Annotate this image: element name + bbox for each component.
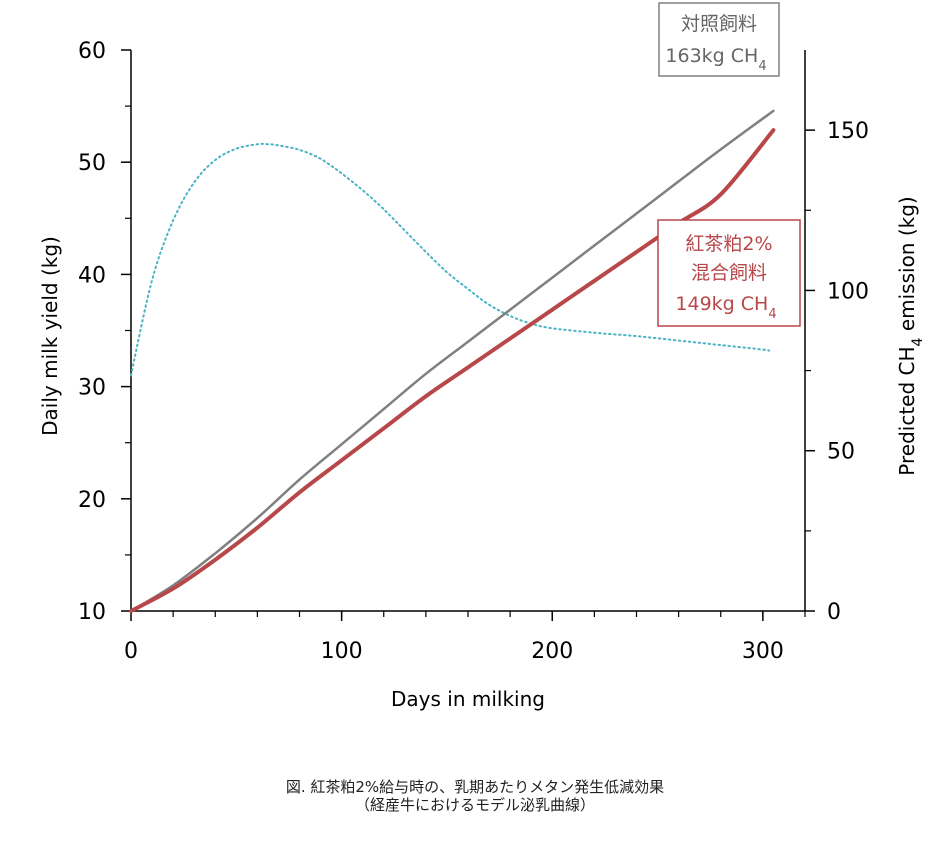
x-tick-label: 0 <box>124 639 138 664</box>
annotation-control-sub: 4 <box>758 59 766 74</box>
annotation-tea-sub: 4 <box>768 307 776 322</box>
y-left-tick-labels: 10 20 30 40 50 60 <box>78 39 106 625</box>
annotation-control-value: 163kg CH <box>665 45 758 67</box>
y-right-tick-label: 50 <box>827 440 855 465</box>
y-left-tick-label: 10 <box>78 600 106 625</box>
series-line-tea-2pct <box>129 128 776 613</box>
y-right-title-prefix: Predicted CH <box>895 346 919 475</box>
series-line-milk-yield <box>130 142 771 377</box>
annotation-control-line2: 163kg CH4 <box>665 45 766 74</box>
x-tick-label: 300 <box>742 639 784 664</box>
y-right-axis-title: Predicted CH4 emission (kg) <box>895 196 926 475</box>
y-right-title-sub: 4 <box>910 337 926 346</box>
y-right-tick-labels: 0 50 100 150 <box>827 119 869 625</box>
annotation-control: 対照飼料 163kg CH4 <box>658 2 780 77</box>
annotation-tea-line3: 149kg CH4 <box>675 293 776 322</box>
y-right-tick-label: 150 <box>827 119 869 144</box>
caption-line-1: 図. 紅茶粕2%給与時の、乳期あたりメタン発生低減効果 <box>285 778 665 796</box>
x-tick-label: 100 <box>321 639 363 664</box>
annotation-control-box <box>658 2 780 77</box>
annotation-tea-line1: 紅茶粕2% <box>685 233 772 255</box>
x-tick-labels: 0 100 200 300 <box>124 639 784 664</box>
x-axis-title: Days in milking <box>391 687 545 711</box>
major-ticks <box>121 49 815 621</box>
annotation-tea-value: 149kg CH <box>675 293 768 315</box>
caption-line-2: （経産牛におけるモデル泌乳曲線） <box>354 796 595 814</box>
annotation-tea-line2: 混合飼料 <box>691 262 767 284</box>
series-line-control <box>129 109 775 613</box>
y-left-tick-label: 60 <box>78 39 106 64</box>
annotation-tea: 紅茶粕2% 混合飼料 149kg CH4 <box>657 219 801 327</box>
annotation-control-line1: 対照飼料 <box>681 13 757 35</box>
minor-ticks <box>125 105 811 617</box>
y-left-tick-label: 30 <box>78 376 106 401</box>
annotation-tea-box <box>657 219 801 327</box>
y-left-axis-title: Daily milk yield (kg) <box>38 236 62 436</box>
y-left-tick-label: 20 <box>78 488 106 513</box>
y-right-tick-label: 0 <box>827 600 841 625</box>
y-right-tick-label: 100 <box>827 279 869 304</box>
series-layer <box>129 109 776 613</box>
y-right-title-suffix: emission (kg) <box>895 196 919 337</box>
y-left-tick-label: 50 <box>78 151 106 176</box>
figure-caption: 図. 紅茶粕2%給与時の、乳期あたりメタン発生低減効果 （経産牛におけるモデル泌… <box>0 778 950 814</box>
x-tick-label: 200 <box>531 639 573 664</box>
y-left-tick-label: 40 <box>78 263 106 288</box>
